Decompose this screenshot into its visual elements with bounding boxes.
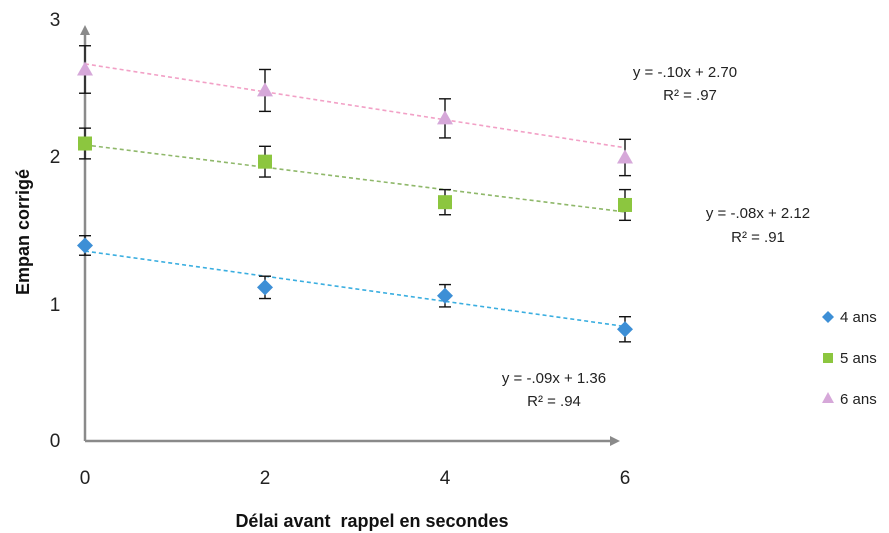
data-point bbox=[257, 82, 273, 97]
error-bars bbox=[79, 45, 631, 343]
y-tick-label: 2 bbox=[50, 147, 61, 168]
x-tick-label: 4 bbox=[440, 468, 451, 489]
legend-item-4-ans: 4 ans bbox=[822, 309, 877, 326]
y-tick-label: 1 bbox=[50, 295, 61, 316]
x-tick-label: 0 bbox=[80, 468, 91, 489]
trendlines bbox=[84, 63, 626, 328]
data-points bbox=[77, 61, 633, 338]
data-point bbox=[618, 197, 632, 212]
equation-4-ans: y = -.09x + 1.36 R² = .94 bbox=[502, 370, 606, 410]
legend-label: 4 ans bbox=[840, 309, 877, 326]
y-tick-label: 3 bbox=[50, 10, 61, 31]
triangle-icon bbox=[822, 392, 834, 403]
y-tick-label: 0 bbox=[50, 431, 61, 452]
legend-item-6-ans: 6 ans bbox=[822, 391, 877, 408]
data-point bbox=[617, 321, 633, 338]
data-point bbox=[77, 237, 93, 254]
data-point bbox=[437, 287, 453, 304]
trend-equation: y = -.09x + 1.36 bbox=[502, 370, 606, 387]
trendline bbox=[84, 250, 626, 328]
data-point bbox=[78, 136, 92, 151]
trend-equation: y = -.10x + 2.70 bbox=[633, 64, 737, 81]
x-tick-label: 6 bbox=[620, 468, 631, 489]
data-point bbox=[437, 110, 453, 125]
trendline bbox=[84, 63, 626, 149]
data-point bbox=[77, 61, 93, 76]
trend-r2: R² = .97 bbox=[663, 87, 717, 104]
x-axis-title: Délai avant rappel en secondes bbox=[235, 511, 508, 531]
legend-item-5-ans: 5 ans bbox=[823, 350, 877, 367]
diamond-icon bbox=[822, 311, 834, 323]
x-tick-label: 2 bbox=[260, 468, 271, 489]
legend: 4 ans 5 ans 6 ans bbox=[822, 309, 877, 408]
data-point bbox=[438, 195, 452, 210]
equation-5-ans: y = -.08x + 2.12 R² = .91 bbox=[706, 205, 810, 246]
data-point bbox=[257, 279, 273, 296]
data-point bbox=[258, 154, 272, 169]
trend-r2: R² = .91 bbox=[731, 229, 785, 246]
trendline bbox=[84, 144, 626, 213]
trend-r2: R² = .94 bbox=[527, 393, 581, 410]
y-axis-title: Empan corrigé bbox=[13, 169, 33, 295]
trend-equation: y = -.08x + 2.12 bbox=[706, 205, 810, 222]
legend-label: 5 ans bbox=[840, 350, 877, 367]
square-icon bbox=[823, 353, 833, 363]
data-point bbox=[617, 149, 633, 164]
legend-label: 6 ans bbox=[840, 391, 877, 408]
equation-6-ans: y = -.10x + 2.70 R² = .97 bbox=[633, 64, 737, 104]
